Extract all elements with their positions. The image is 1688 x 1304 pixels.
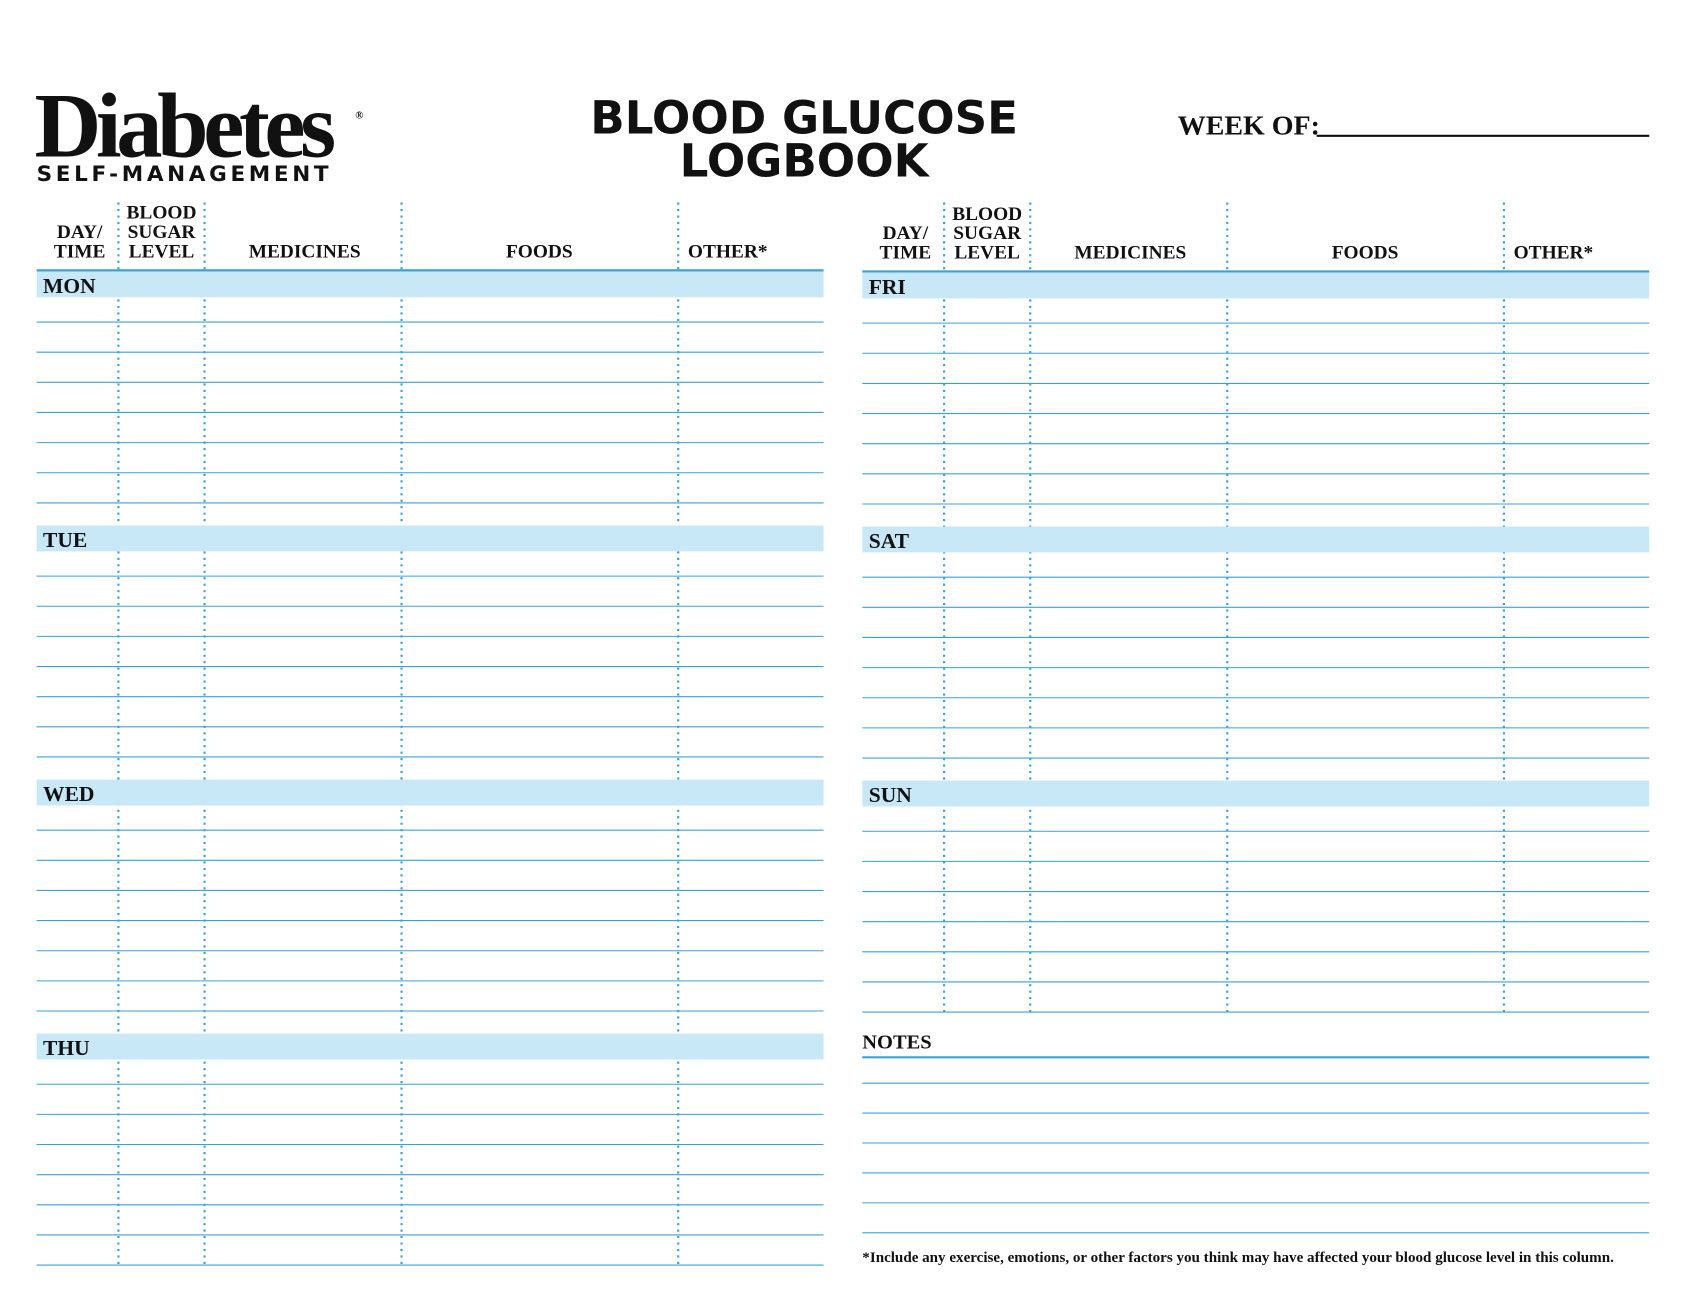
footnote: *Include any exercise, emotions, or othe… [862,1250,1614,1266]
column-header: MEDICINES [249,241,361,262]
day-band [36,779,824,806]
day-label: SUN [869,783,913,807]
day-label: THU [43,1036,90,1060]
column-header: DAY/ [57,222,103,243]
column-header: FOODS [1332,243,1399,264]
day-band [36,1033,824,1060]
column-header: MEDICINES [1074,243,1186,264]
column-header: SUGAR [953,223,1022,244]
week-label: WEEK OF: [1178,111,1320,142]
day-band [36,271,824,298]
column-header: FOODS [506,241,573,262]
title-line: LOGBOOK [680,135,931,188]
column-header: DAY/ [883,223,929,244]
day-label: SAT [869,529,910,553]
tagline: SELF-MANAGEMENT [37,162,333,187]
column-header: LEVEL [954,243,1020,264]
day-band [862,272,1650,299]
column-header: OTHER* [688,241,768,262]
day-label: MON [43,274,96,298]
notes-label: NOTES [862,1032,931,1054]
registered-mark: ® [355,110,363,122]
column-header: LEVEL [129,241,195,262]
day-band [862,526,1650,553]
day-band [36,525,824,552]
column-header: TIME [880,243,932,264]
day-label: FRI [869,275,906,299]
day-label: WED [43,782,94,806]
column-header: BLOOD [952,204,1022,225]
day-label: TUE [43,528,87,552]
column-header: SUGAR [128,222,197,243]
column-header: OTHER* [1514,243,1594,264]
title-line: BLOOD GLUCOSE [590,92,1018,145]
day-band [862,780,1650,807]
column-header: TIME [54,241,106,262]
column-header: BLOOD [127,203,197,224]
brand: Diabetes [34,75,334,177]
